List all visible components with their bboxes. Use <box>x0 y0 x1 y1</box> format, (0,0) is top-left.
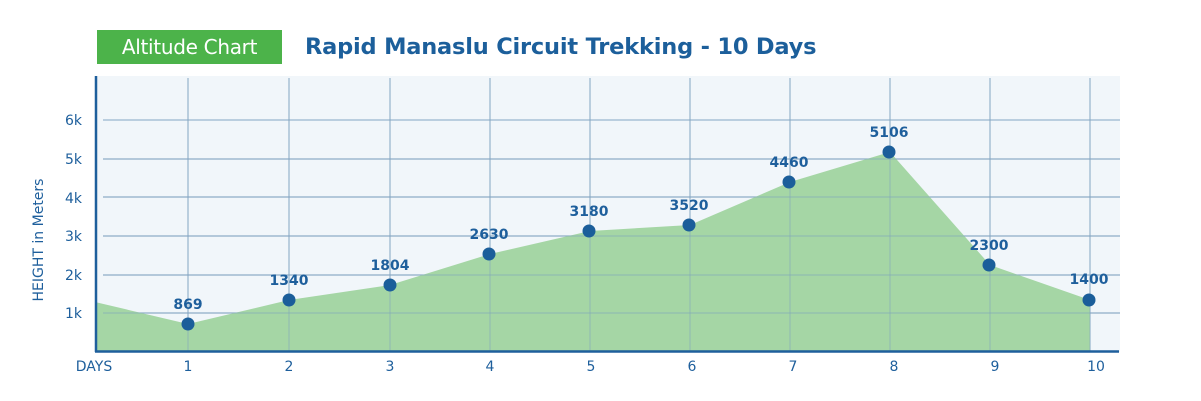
marker-day-10[interactable] <box>1082 293 1096 307</box>
data-label-day-6: 3520 <box>670 198 709 214</box>
y-tick-1k: 1k <box>65 306 83 322</box>
y-axis-label: HEIGHT in Meters <box>31 179 47 302</box>
marker-day-8[interactable] <box>882 145 896 159</box>
data-label-day-7: 4460 <box>770 155 809 171</box>
y-tick-5k: 5k <box>65 152 83 168</box>
marker-day-6[interactable] <box>682 218 696 232</box>
x-tick-9: 9 <box>991 359 1000 375</box>
x-axis-label: DAYS <box>76 359 113 375</box>
data-label-day-5: 3180 <box>570 204 609 220</box>
data-markers <box>181 145 1096 331</box>
altitude-chart-badge: Altitude Chart <box>97 30 282 64</box>
x-tick-3: 3 <box>386 359 395 375</box>
altitude-area <box>95 152 1090 351</box>
y-tick-4k: 4k <box>65 191 83 207</box>
data-label-day-4: 2630 <box>470 227 509 243</box>
marker-day-1[interactable] <box>181 317 195 331</box>
data-label-day-3: 1804 <box>371 258 410 274</box>
x-tick-1: 1 <box>184 359 193 375</box>
x-tick-8: 8 <box>890 359 899 375</box>
marker-day-4[interactable] <box>482 247 496 261</box>
data-label-day-8: 5106 <box>870 125 909 141</box>
y-tick-6k: 6k <box>65 113 83 129</box>
x-tick-5: 5 <box>587 359 596 375</box>
x-tick-2: 2 <box>285 359 294 375</box>
data-label-day-1: 869 <box>173 297 202 313</box>
marker-day-3[interactable] <box>383 278 397 292</box>
y-tick-labels: 6k 5k 4k 3k 2k 1k <box>65 113 83 322</box>
x-tick-7: 7 <box>789 359 798 375</box>
x-tick-6: 6 <box>688 359 697 375</box>
chart-title: Rapid Manaslu Circuit Trekking - 10 Days <box>305 34 817 60</box>
x-tick-labels: DAYS 1 2 3 4 5 6 7 8 9 10 <box>76 359 1105 375</box>
data-labels: 869 1340 1804 2630 3180 3520 4460 5106 2… <box>173 125 1108 313</box>
marker-day-9[interactable] <box>982 258 996 272</box>
marker-day-7[interactable] <box>782 175 796 189</box>
x-tick-10: 10 <box>1087 359 1105 375</box>
data-label-day-9: 2300 <box>970 238 1009 254</box>
marker-day-2[interactable] <box>282 293 296 307</box>
x-tick-4: 4 <box>486 359 495 375</box>
data-label-day-10: 1400 <box>1070 272 1109 288</box>
marker-day-5[interactable] <box>582 224 596 238</box>
gridlines-overlay <box>103 78 1120 351</box>
y-tick-3k: 3k <box>65 229 83 245</box>
data-label-day-2: 1340 <box>270 273 309 289</box>
y-tick-2k: 2k <box>65 268 83 284</box>
